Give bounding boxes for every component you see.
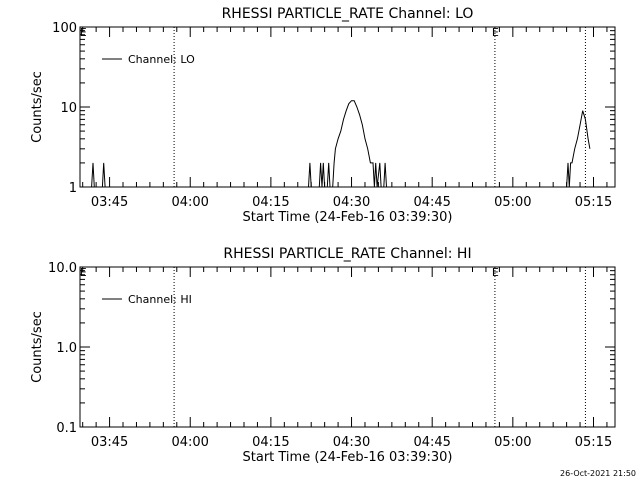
x-tick-label: 05:00	[494, 195, 531, 210]
marker-label: E	[492, 266, 499, 279]
marker-label: E	[492, 26, 499, 39]
y-axis-label: Counts/sec	[30, 71, 45, 143]
y-tick-label: 1	[69, 181, 77, 196]
x-tick-label: 04:15	[252, 435, 289, 450]
y-axis-label: Counts/sec	[30, 311, 45, 383]
x-tick-label: 04:15	[252, 195, 289, 210]
legend-entry: Channel: HI	[128, 293, 192, 306]
x-axis-label: Start Time (24-Feb-16 03:39:30)	[243, 450, 453, 465]
y-tick-label: 10	[60, 101, 77, 116]
y-tick-label: 0.1	[56, 421, 77, 436]
x-tick-label: 04:30	[333, 195, 370, 210]
marker-label: E	[80, 26, 87, 39]
x-tick-label: 03:45	[91, 195, 128, 210]
chart-title: RHESSI PARTICLE_RATE Channel: LO	[222, 6, 474, 22]
chart-title: RHESSI PARTICLE_RATE Channel: HI	[223, 246, 471, 262]
plot-frame	[79, 266, 616, 428]
series-line	[91, 100, 591, 188]
hi-channel-panel: RHESSI PARTICLE_RATE Channel: HI 0.1 1.0 10…	[30, 246, 616, 465]
x-tick-label: 05:15	[575, 195, 612, 210]
x-tick-label: 05:15	[575, 435, 612, 450]
marker-label: E	[80, 266, 87, 279]
x-tick-label: 04:30	[333, 435, 370, 450]
x-tick-label: 04:00	[171, 435, 208, 450]
y-tick-label: 10.0	[48, 261, 77, 276]
y-tick-label: 100	[52, 21, 77, 36]
generation-timestamp: 26-Oct-2021 21:50	[560, 469, 636, 478]
y-tick-label: 1.0	[56, 341, 77, 356]
x-tick-label: 05:00	[494, 435, 531, 450]
legend-entry: Channel: LO	[128, 53, 195, 66]
x-tick-label: 04:45	[413, 195, 450, 210]
x-tick-label: 03:45	[91, 435, 128, 450]
x-axis-label: Start Time (24-Feb-16 03:39:30)	[243, 210, 453, 225]
x-tick-label: 04:00	[171, 195, 208, 210]
lo-channel-panel: RHESSI PARTICLE_RATE Channel: LO 1 10 100 03…	[30, 6, 616, 225]
x-tick-label: 04:45	[413, 435, 450, 450]
